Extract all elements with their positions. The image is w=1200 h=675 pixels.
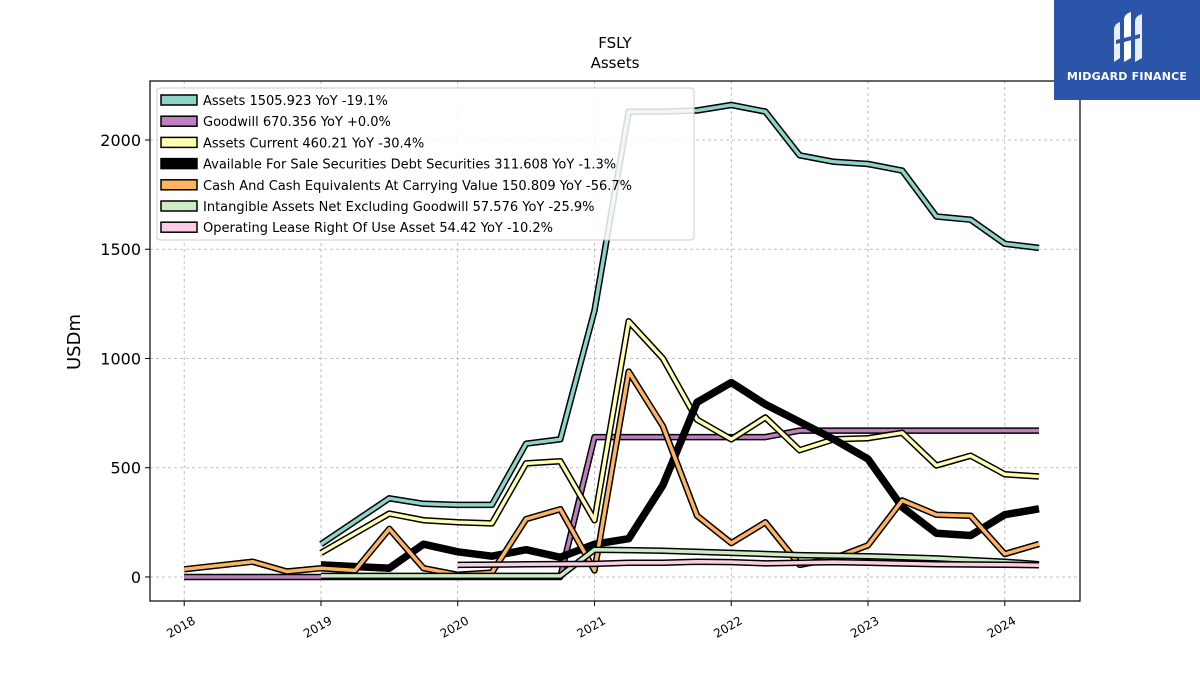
series-line <box>457 559 1040 567</box>
series-line <box>184 369 1040 577</box>
legend-entry: Operating Lease Right Of Use Asset 54.42… <box>203 221 553 236</box>
y-tick-label: 1500 <box>100 240 141 259</box>
y-axis-label: USDm <box>64 314 85 370</box>
x-tick-label: 2022 <box>711 613 744 640</box>
legend-entry: Available For Sale Securities Debt Secur… <box>203 158 616 173</box>
x-tick-label: 2023 <box>848 613 881 640</box>
series-cash-and-cash-equivalents-at-carrying-value <box>183 368 1040 579</box>
x-tick-label: 2021 <box>575 613 608 640</box>
series-lines <box>183 101 1040 581</box>
y-tick-label: 2000 <box>100 131 141 150</box>
legend-swatch <box>160 179 198 191</box>
midgard-finance-logo: MIDGARD FINANCE <box>1054 0 1200 100</box>
legend-entry: Assets 1505.923 YoY -19.1% <box>203 94 388 109</box>
x-tick-label: 2019 <box>301 613 334 640</box>
legend-entry: Goodwill 670.356 YoY +0.0% <box>203 115 391 130</box>
series-line <box>320 378 1040 572</box>
legend-box <box>156 87 695 241</box>
plot-frame <box>149 80 1081 602</box>
legend-entry: Cash And Cash Equivalents At Carrying Va… <box>203 179 632 194</box>
series-line <box>320 319 1040 555</box>
legend-swatch <box>160 157 198 170</box>
y-tick-label: 1000 <box>100 349 141 368</box>
legend: Assets 1505.923 YoY -19.1% Goodwill 670.3… <box>156 87 695 241</box>
midgard-logo-icon <box>1114 12 1142 62</box>
legend-swatch <box>160 221 198 233</box>
legend-swatch <box>160 200 198 212</box>
legend-entry: Intangible Assets Net Excluding Goodwill… <box>203 200 594 215</box>
series-line <box>321 547 1040 578</box>
x-tick-label: 2018 <box>164 613 197 640</box>
series-available-for-sale-securities-debt-securities <box>320 378 1040 572</box>
brand-name: MIDGARD FINANCE <box>1066 70 1188 83</box>
series-assets-current <box>319 318 1040 556</box>
x-tick-label: 2020 <box>438 613 471 640</box>
y-tick-label: 0 <box>131 568 141 587</box>
series-intangible-assets-net-excluding-goodwill <box>321 546 1040 580</box>
y-tick-label: 500 <box>110 459 141 478</box>
legend-swatch <box>160 136 198 149</box>
series-assets <box>319 101 1040 547</box>
series-operating-lease-right-of-use-asset <box>457 558 1040 569</box>
x-tick-label: 2024 <box>985 613 1018 640</box>
chart-title: FSLY <box>598 34 632 52</box>
chart-subtitle: Assets <box>591 54 640 72</box>
legend-swatch <box>160 115 198 127</box>
series-line <box>320 103 1040 546</box>
legend-entry: Assets Current 460.21 YoY -30.4% <box>203 136 424 151</box>
legend-swatch <box>160 94 198 106</box>
